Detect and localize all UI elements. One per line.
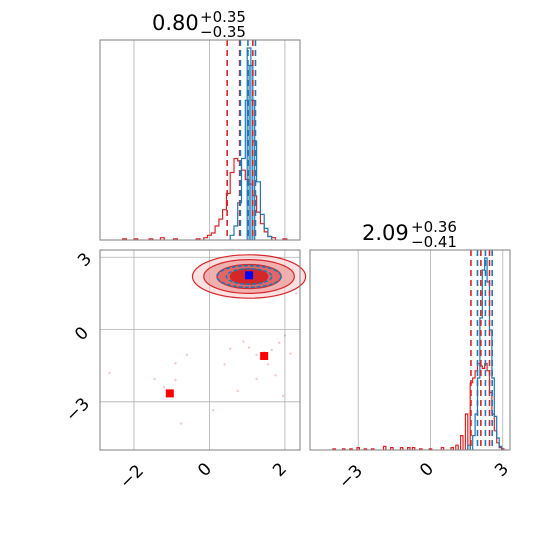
scatter-point — [212, 409, 215, 412]
scatter-point — [174, 378, 177, 382]
marker-red-square — [165, 389, 174, 398]
contour-blue — [216, 264, 282, 289]
y-tick-label-0: 0 — [71, 323, 93, 345]
scatter-point — [266, 363, 270, 366]
title-2-minus: −0.41 — [411, 233, 457, 251]
scatter-point — [278, 341, 281, 344]
scatter-point — [228, 347, 232, 350]
scatter-point — [174, 362, 177, 365]
scatter-point — [274, 374, 277, 377]
marker-blue-square — [245, 271, 254, 280]
scatter-point — [236, 389, 239, 393]
hy-tick-label-0: 0 — [416, 459, 438, 481]
hist-y-red-series — [332, 363, 505, 450]
title-1-minus: −0.35 — [200, 23, 246, 41]
hist-y-frame — [309, 249, 511, 451]
scatter-point — [247, 346, 251, 349]
scatter-point — [283, 334, 287, 337]
scatter-point — [295, 292, 298, 295]
scatter-point — [270, 348, 273, 352]
hist-y-blue-series — [467, 257, 503, 450]
title-2-plus: +0.36 — [411, 218, 457, 236]
hy-tick-label-neg3: −3 — [335, 461, 367, 493]
scatter-point — [242, 340, 245, 343]
hist-x-frame — [99, 39, 301, 241]
scatter-point — [108, 371, 111, 375]
hist-x-blue-series — [229, 47, 273, 240]
scatter-point — [289, 352, 292, 355]
scatter-point — [255, 353, 258, 357]
title-2-value: 2.09 — [362, 221, 409, 245]
y-tick-label-neg3: −3 — [62, 394, 94, 426]
hist-panel-x — [99, 39, 301, 241]
scatter-point — [185, 353, 188, 357]
title-param-1: 0.80 — [152, 11, 199, 35]
joint-panel — [99, 249, 307, 451]
scatter-point — [281, 394, 285, 397]
y-tick-label-3: 3 — [74, 249, 96, 271]
joint-frame — [99, 249, 301, 451]
title-1-plus: +0.35 — [200, 8, 246, 26]
marker-red-square — [260, 352, 269, 361]
x-tick-label-0: 0 — [194, 459, 216, 481]
scatter-point — [162, 386, 166, 389]
contour-blue — [225, 267, 273, 286]
hy-tick-label-3: 3 — [491, 459, 513, 481]
x-tick-label-neg2: −2 — [116, 461, 148, 493]
scatter-point — [179, 422, 183, 425]
scatter-point — [255, 377, 258, 381]
scatter-point — [223, 363, 226, 366]
hist-x-red-series — [122, 157, 288, 240]
hist-panel-y — [309, 249, 511, 451]
scatter-point — [153, 377, 156, 381]
title-param-2: 2.09 — [362, 221, 409, 245]
x-tick-label-2: 2 — [269, 459, 291, 481]
title-1-value: 0.80 — [152, 11, 199, 35]
